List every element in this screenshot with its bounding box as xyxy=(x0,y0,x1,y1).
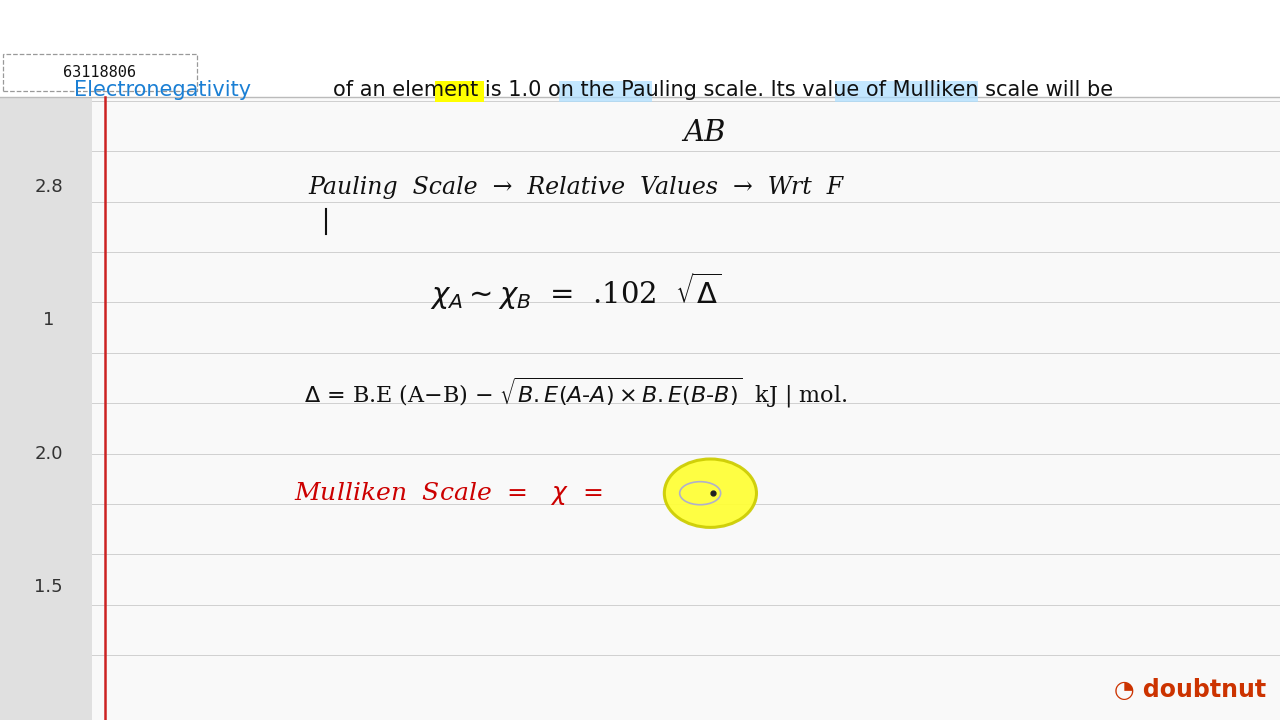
Bar xyxy=(559,81,652,102)
Text: 1: 1 xyxy=(44,311,54,329)
Ellipse shape xyxy=(664,459,756,527)
Text: Pauling  Scale  →  Relative  Values  →  Wrt  F: Pauling Scale → Relative Values → Wrt F xyxy=(308,176,844,199)
Bar xyxy=(0,97,92,720)
Text: ◔ doubtnut: ◔ doubtnut xyxy=(1114,678,1266,702)
Text: 1.5: 1.5 xyxy=(35,577,63,596)
Text: Mulliken  Scale  =   $\chi$  =: Mulliken Scale = $\chi$ = xyxy=(293,480,603,507)
Bar xyxy=(92,97,1280,720)
Bar xyxy=(835,81,978,102)
Text: 63118806: 63118806 xyxy=(63,66,137,80)
Text: 2.8: 2.8 xyxy=(35,179,63,197)
Text: Electronegativity: Electronegativity xyxy=(74,80,251,100)
Bar xyxy=(0,0,1280,97)
Text: 2.0: 2.0 xyxy=(35,444,63,463)
Text: of an element is 1.0 on the Pauling scale. Its value of Mulliken scale will be: of an element is 1.0 on the Pauling scal… xyxy=(333,80,1112,100)
Text: $\Delta$ = B.E (A$-$B) $-$ $\sqrt{B.E(A{\text{-}}A) \times B.E(B{\text{-}}B)}$  : $\Delta$ = B.E (A$-$B) $-$ $\sqrt{B.E(A{… xyxy=(305,375,847,410)
Text: $\chi_A \sim \chi_B$  =  .102  $\sqrt{\Delta}$: $\chi_A \sim \chi_B$ = .102 $\sqrt{\Delt… xyxy=(430,271,722,312)
Text: AB: AB xyxy=(682,120,726,147)
FancyBboxPatch shape xyxy=(3,54,197,91)
Bar xyxy=(435,81,484,102)
